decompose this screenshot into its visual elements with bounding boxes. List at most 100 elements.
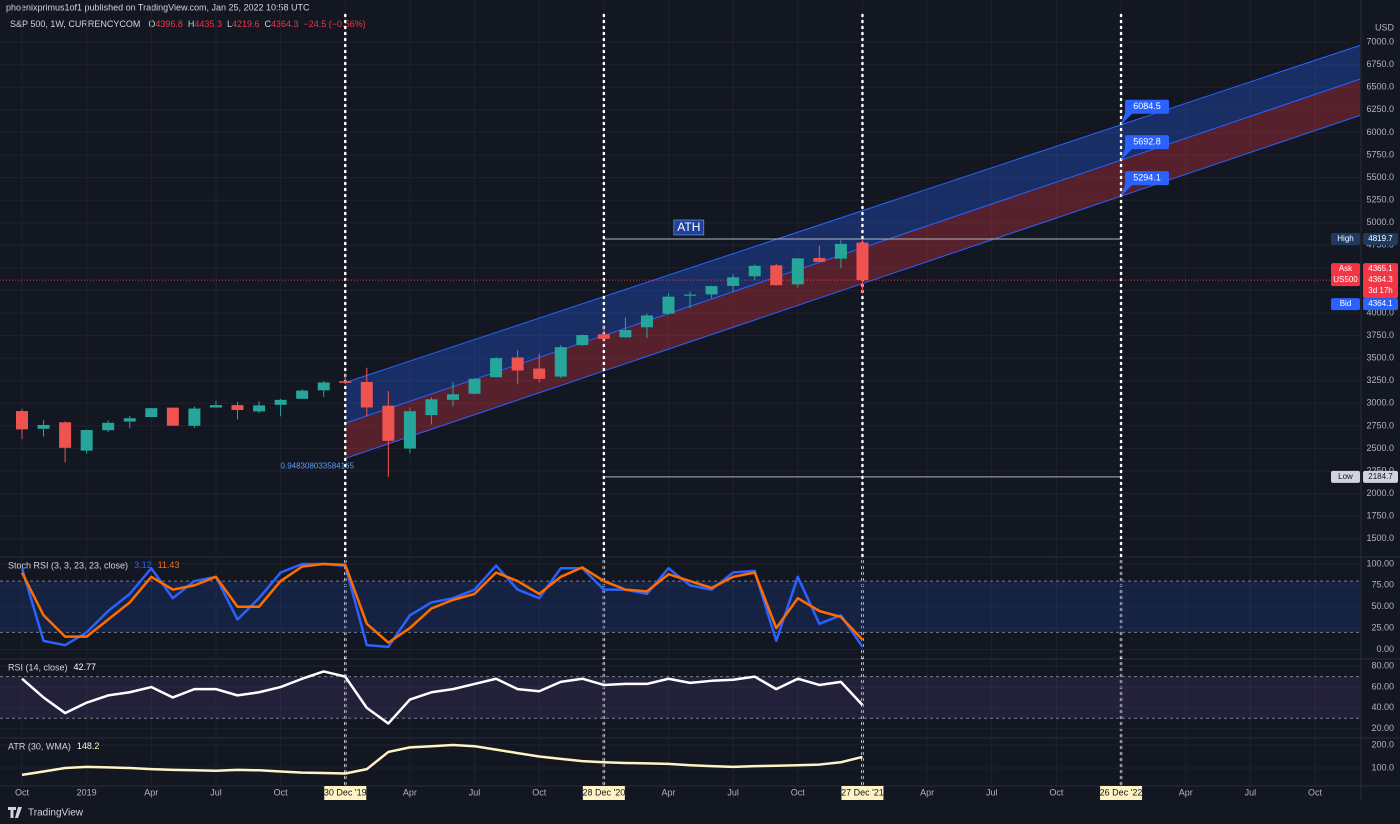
candle-body (360, 381, 373, 408)
level-label-pointer (1121, 184, 1134, 197)
y-tick-label: 2250.0 (1366, 465, 1394, 475)
price-tag-label: Ask (1339, 264, 1353, 273)
x-tick-label: Oct (274, 787, 289, 797)
y-tick-label: 6750.0 (1366, 59, 1394, 69)
symbol-line: S&P 500, 1W, CURRENCYCOM O4396.8 H4435.3 L4… (10, 19, 366, 29)
y-tick-label: 100.0 (1371, 762, 1394, 772)
candle-body (16, 411, 28, 430)
x-tick-highlight (324, 786, 367, 800)
level-label: 5692.8 (1133, 137, 1161, 147)
candle-body (382, 405, 395, 441)
price-tag-value: 4819.7 (1368, 234, 1393, 243)
candle-body (705, 286, 718, 295)
price-tag-label: Low (1338, 472, 1353, 481)
price-tag-value-bg (1363, 298, 1398, 311)
candle-body (339, 381, 352, 383)
x-tick-label: Oct (1308, 787, 1323, 797)
y-tick-label: 50.00 (1371, 601, 1394, 611)
candle-body (576, 335, 589, 346)
x-tick-label: Oct (15, 787, 30, 797)
series-line (20, 562, 864, 644)
axis-unit: USD (1375, 22, 1395, 32)
indicator-title: RSI (14, close) 42.77 (8, 662, 96, 672)
level-label-bg (1125, 99, 1170, 114)
indicator-title: ATR (30, WMA) 148.2 (8, 741, 99, 751)
y-tick-label: 3500.0 (1366, 353, 1394, 363)
x-tick-label: 28 Dec '20 (582, 787, 625, 797)
candle-body (490, 358, 503, 378)
y-tick-label: 3250.0 (1366, 375, 1394, 385)
x-tick-label: Oct (532, 787, 547, 797)
y-tick-label: 40.00 (1371, 702, 1394, 712)
price-tag-value: 2184.7 (1368, 472, 1393, 481)
indicator-value: 3.12 (134, 560, 152, 570)
ohlc-value: 4219.6 (232, 19, 260, 29)
candle-body (619, 330, 632, 338)
x-tick-label: Apr (920, 787, 934, 797)
candle-body (274, 399, 287, 405)
band (0, 676, 1360, 719)
publisher: phoenixprimus1of1 published on TradingVi… (6, 2, 310, 12)
annotation-bg (673, 219, 705, 236)
price-tag-value-bg (1363, 232, 1398, 245)
y-tick-label: 5000.0 (1366, 217, 1394, 227)
candle-body (231, 405, 244, 410)
price-tag-label: US500 (1333, 275, 1358, 284)
x-tick-label: 26 Dec '22 (1100, 787, 1143, 797)
price-tag-label-bg (1331, 274, 1360, 287)
ohlc-label: H (188, 19, 195, 29)
x-tick-label: Oct (791, 787, 806, 797)
price-tag-value: 4365.1 (1368, 264, 1393, 273)
candle-body (123, 418, 136, 422)
x-tick-highlight (1100, 786, 1143, 800)
y-tick-label: 6250.0 (1366, 104, 1394, 114)
x-tick-label: Apr (144, 787, 158, 797)
candle-body (80, 430, 93, 451)
indicator-title: Stoch RSI (3, 3, 23, 23, close) 3.12 11.43 (8, 560, 179, 570)
candle-body (145, 408, 158, 418)
y-tick-label: 3000.0 (1366, 398, 1394, 408)
ohlc-value: 4364.3 (271, 19, 299, 29)
y-tick-label: 0.00 (1376, 644, 1394, 654)
ohlc-label: C (265, 19, 272, 29)
y-tick-label: 80.00 (1371, 661, 1394, 671)
symbol: S&P 500, 1W, CURRENCYCOM (10, 19, 140, 29)
price-tag-label-bg (1331, 263, 1360, 276)
price-tag-label-bg (1331, 232, 1360, 245)
brand-logo (8, 807, 22, 818)
x-tick-highlight (582, 786, 625, 800)
candle-body (403, 411, 416, 449)
candle-body (209, 405, 222, 408)
channel-line (345, 114, 1361, 459)
candle-body (554, 347, 567, 377)
price-tag-label: Bid (1340, 299, 1352, 308)
series-line (21, 670, 864, 725)
y-tick-label: 1500.0 (1366, 533, 1394, 543)
ohlc-label: L (227, 19, 232, 29)
price-tag-value: 4364.1 (1368, 299, 1393, 308)
level-label: 6084.5 (1133, 101, 1161, 111)
candle-body (748, 265, 761, 277)
candle-body (640, 315, 653, 328)
channel-line (345, 44, 1361, 384)
price-tag-value-bg (1363, 470, 1398, 483)
candle-body (468, 378, 481, 394)
candle-body (447, 394, 459, 400)
x-tick-label: Jul (727, 787, 739, 797)
y-tick-label: 5750.0 (1366, 149, 1394, 159)
countdown: 3d 17h (1368, 286, 1392, 295)
x-tick-label: Oct (1049, 787, 1064, 797)
candle-body (296, 390, 309, 399)
x-tick-label: Jul (1245, 787, 1257, 797)
x-tick-label: Jul (986, 787, 998, 797)
candle-body (253, 405, 266, 412)
x-tick-label: Apr (1179, 787, 1193, 797)
candle-body (511, 357, 524, 371)
x-tick-label: Jul (469, 787, 481, 797)
y-tick-label: 5250.0 (1366, 195, 1394, 205)
y-tick-label: 25.00 (1371, 622, 1394, 632)
y-tick-label: 20.00 (1371, 723, 1394, 733)
series-line (21, 743, 863, 777)
level-label-pointer (1121, 112, 1134, 125)
